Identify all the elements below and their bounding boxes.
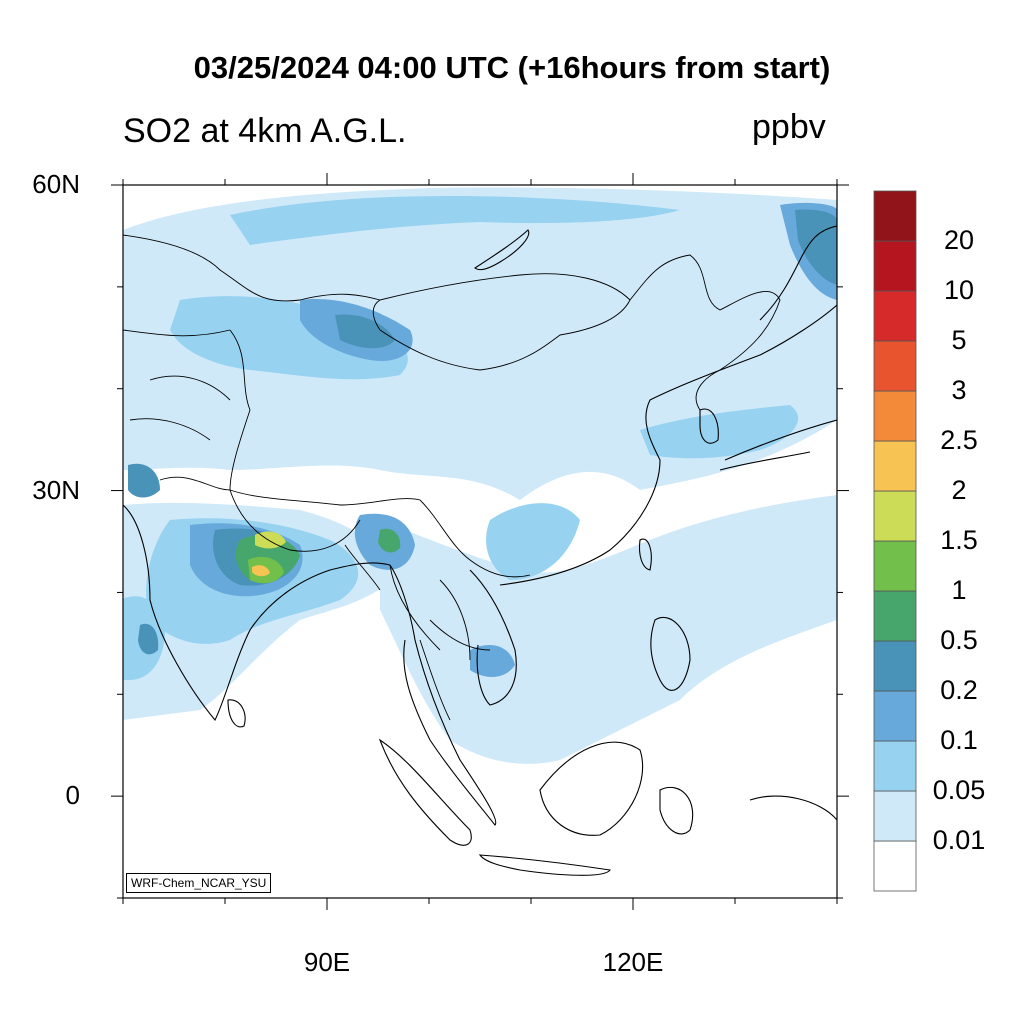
border-central-asia — [123, 329, 231, 441]
border-china-west — [229, 329, 531, 578]
colorbar-swatch — [873, 790, 917, 842]
colorbar-swatch — [873, 590, 917, 642]
so2-region-mid-4 — [486, 503, 580, 580]
so2-region-dark-4 — [470, 645, 515, 677]
so2-hotspot-green-2 — [378, 528, 401, 553]
colorbar-level-label: 0.01 — [932, 825, 986, 855]
variable-label: SO2 at 4km A.G.L. — [123, 112, 407, 150]
colorbar-level-label: 10 — [943, 275, 975, 305]
colorbar-level-label: 1.5 — [940, 525, 978, 555]
colorbar-level-label: 2.5 — [940, 425, 978, 455]
so2-region-teal-3 — [795, 209, 837, 285]
colorbar-level-label: 1 — [951, 575, 967, 605]
so2-hotspot-orange — [252, 565, 270, 577]
colorbar-swatch — [873, 840, 917, 892]
coastline-philippines — [650, 617, 691, 691]
coastline-indochina — [389, 564, 497, 826]
so2-region-north-light — [123, 187, 837, 500]
colorbar-level-label: 2 — [951, 475, 967, 505]
coastline-taiwan — [638, 538, 652, 571]
coastline-baikal — [474, 229, 530, 271]
so2-region-teal-5 — [138, 623, 159, 655]
coastline-borneo — [539, 741, 644, 836]
colorbar-swatch — [873, 390, 917, 442]
colorbar-level-label: 20 — [943, 225, 975, 255]
border-indochina — [419, 579, 491, 721]
colorbar-level-label: 0.1 — [940, 725, 978, 755]
so2-region-teal-1 — [335, 314, 395, 349]
border-mongolia — [372, 273, 631, 371]
coastline-java — [478, 854, 611, 876]
colorbar-swatch — [873, 490, 917, 542]
colorbar-level-label: 0.5 — [940, 625, 978, 655]
model-credit-label: WRF-Chem_NCAR_YSU — [126, 873, 272, 893]
coastline-china — [499, 304, 837, 586]
colorbar-swatch — [873, 740, 917, 792]
coastline-india — [123, 504, 391, 721]
lat-tick-label: 60N — [32, 169, 80, 199]
so2-region-mid-5 — [640, 405, 799, 459]
border-south-asia — [159, 476, 441, 651]
colorbar-swatch — [873, 290, 917, 342]
coastline-sumatra — [378, 738, 472, 846]
units-label: ppbv — [752, 108, 826, 146]
lat-tick-label: 0 — [65, 780, 80, 811]
colorbar — [873, 190, 917, 892]
map-frame — [122, 184, 838, 899]
colorbar-swatch — [873, 690, 917, 742]
colorbar-level-label: 0.05 — [932, 775, 986, 805]
colorbar-swatch — [873, 540, 917, 592]
coastline-sri-lanka — [227, 699, 246, 728]
coastline-russia-pacific — [759, 225, 837, 321]
lon-tick-label: 90E — [303, 947, 351, 977]
axis-ticks — [111, 173, 849, 910]
border-russia-kazakhstan — [123, 234, 381, 302]
colorbar-level-label: 5 — [951, 325, 967, 355]
country-borders — [123, 234, 781, 721]
so2-region-mid-1 — [230, 196, 680, 245]
map-title: 03/25/2024 04:00 UTC (+16hours from star… — [193, 50, 831, 85]
coastline-korea-japan — [699, 408, 837, 471]
colorbar-swatch — [873, 240, 917, 292]
lat-tick-label: 30N — [32, 474, 80, 505]
coastlines — [123, 225, 837, 876]
so2-region-teal-4 — [128, 463, 160, 498]
colorbar-swatch — [873, 340, 917, 392]
colorbar-swatch — [873, 440, 917, 492]
colorbar-level-label: 3 — [951, 375, 967, 405]
lon-tick-label: 120E — [602, 947, 664, 977]
so2-field — [123, 187, 837, 764]
so2-region-south-light — [380, 495, 837, 764]
colorbar-swatch — [873, 190, 917, 242]
colorbar-level-label: 0.2 — [940, 675, 978, 705]
border-china-northeast — [629, 254, 781, 411]
colorbar-swatch — [873, 640, 917, 692]
coastline-sulawesi-png — [659, 786, 837, 835]
coastline-indochina-east — [469, 569, 517, 706]
